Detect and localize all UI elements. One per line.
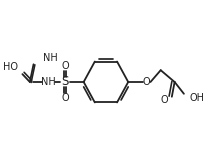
Text: O: O xyxy=(161,95,168,105)
Text: S: S xyxy=(61,75,69,89)
Text: O: O xyxy=(61,93,69,103)
Text: NH: NH xyxy=(43,53,58,63)
Text: O: O xyxy=(61,61,69,71)
Text: NH: NH xyxy=(41,77,56,87)
Text: O: O xyxy=(143,77,151,87)
Text: OH: OH xyxy=(189,93,204,103)
Text: HO: HO xyxy=(3,62,18,72)
